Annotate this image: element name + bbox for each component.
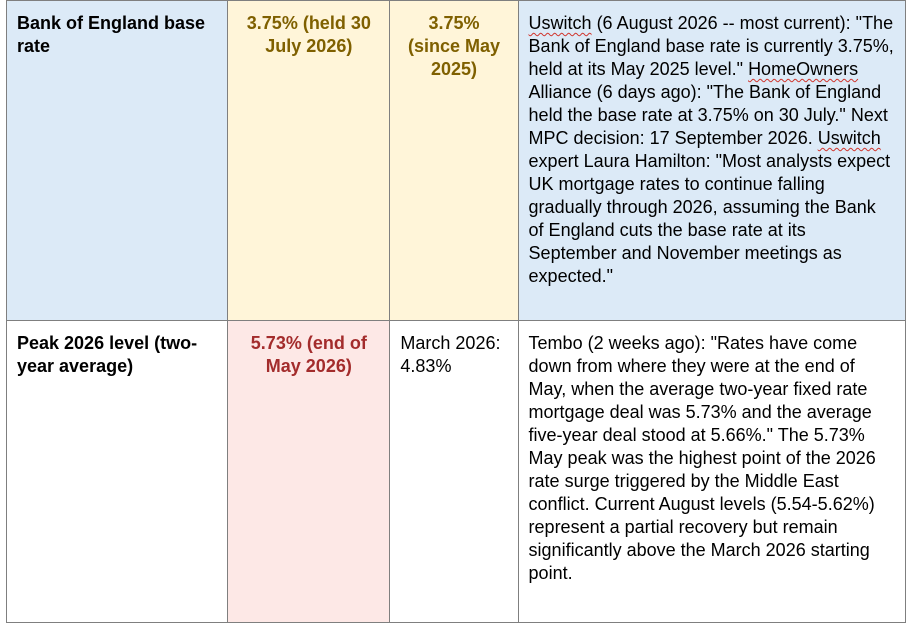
spellcheck-word: HomeOwners (748, 59, 859, 79)
source-text-part: expert Laura Hamilton: "Most analysts ex… (528, 151, 891, 286)
source-cell: Uswitch (6 August 2026 -- most current):… (517, 0, 907, 321)
row-label-cell: Bank of England base rate (5, 0, 229, 321)
source-cell: Tembo (2 weeks ago): "Rates have come do… (517, 320, 907, 623)
current-value: 5.73% (end of May 2026) (250, 333, 367, 376)
previous-value-cell: 3.75% (since May 2025) (389, 0, 519, 321)
spellcheck-word: Uswitch (817, 128, 881, 148)
previous-value: March 2026: 4.83% (400, 333, 501, 376)
table-row: Bank of England base rate 3.75% (held 30… (5, 0, 907, 321)
row-label-cell: Peak 2026 level (two-year average) (5, 320, 229, 623)
table-row: Peak 2026 level (two-year average) 5.73%… (5, 320, 907, 623)
current-value-cell: 5.73% (end of May 2026) (227, 320, 391, 623)
current-value: 3.75% (held 30 July 2026) (246, 13, 371, 56)
row-label: Peak 2026 level (two-year average) (17, 333, 198, 376)
previous-value-cell: March 2026: 4.83% (389, 320, 519, 623)
source-text: Uswitch (6 August 2026 -- most current):… (519, 1, 905, 288)
source-text: Tembo (2 weeks ago): "Rates have come do… (528, 333, 876, 583)
source-text-part: Alliance (6 days ago): "The Bank of Engl… (528, 82, 888, 148)
spellcheck-word: Uswitch (528, 13, 592, 33)
source-text-part: (6 August 2026 -- most current): "The Ba… (528, 13, 894, 79)
current-value-cell: 3.75% (held 30 July 2026) (227, 0, 391, 321)
mortgage-rates-table: Bank of England base rate 3.75% (held 30… (5, 0, 907, 623)
previous-value: 3.75% (since May 2025) (407, 13, 500, 79)
row-label: Bank of England base rate (17, 13, 206, 56)
